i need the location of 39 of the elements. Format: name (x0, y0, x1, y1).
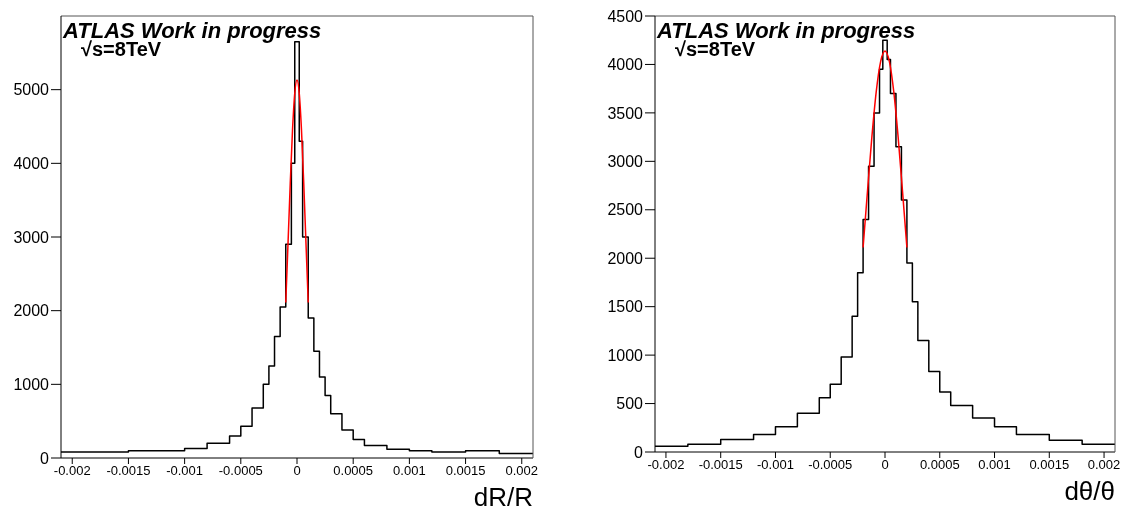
x-axis-title: dR/R (473, 482, 533, 512)
x-tick-label: 0.0005 (919, 457, 960, 473)
line-series (285, 79, 309, 304)
y-tick-label: 0 (634, 443, 644, 461)
y-tick-label: 4000 (607, 56, 644, 74)
y-tick-label: 4000 (13, 155, 50, 173)
annotation: √s=8TeV (675, 38, 756, 61)
x-tick-label: 0.002 (1087, 457, 1121, 473)
y-tick-label: 2500 (607, 201, 644, 219)
x-tick-label: 0.0015 (1029, 457, 1070, 473)
y-tick-label: 1000 (13, 376, 50, 394)
annotation: √s=8TeV (81, 38, 162, 61)
x-tick-label: 0 (881, 457, 889, 473)
x-tick-label: -0.0015 (106, 463, 151, 479)
x-tick-label: 0.0005 (333, 463, 374, 479)
x-tick-label: 0.001 (978, 457, 1011, 473)
x-axis-title: dθ/θ (1064, 476, 1115, 506)
y-tick-label: 2000 (13, 302, 50, 320)
x-tick-label: -0.0015 (698, 457, 743, 473)
y-tick-label: 1000 (607, 346, 644, 364)
x-tick-label: 0 (293, 463, 301, 479)
y-tick-label: 500 (616, 395, 644, 413)
x-tick-label: -0.001 (166, 463, 204, 479)
y-tick-label: 2000 (607, 249, 644, 267)
x-tick-label: 0.0015 (445, 463, 486, 479)
y-tick-label: 3000 (607, 153, 644, 171)
x-tick-label: 0.001 (393, 463, 426, 479)
y-tick-label: 3000 (13, 228, 50, 246)
x-tick-label: -0.0005 (808, 457, 853, 473)
x-tick-label: -0.001 (757, 457, 794, 473)
y-tick-label: 3500 (607, 104, 644, 122)
y-tick-label: 4500 (607, 7, 644, 25)
y-tick-label: 1500 (607, 298, 644, 316)
x-tick-label: 0.002 (505, 463, 539, 479)
line-series (862, 50, 908, 249)
x-tick-label: -0.0005 (218, 463, 263, 479)
y-tick-label: 5000 (13, 81, 50, 99)
x-tick-label: -0.002 (53, 463, 91, 479)
x-tick-label: -0.002 (647, 457, 685, 473)
